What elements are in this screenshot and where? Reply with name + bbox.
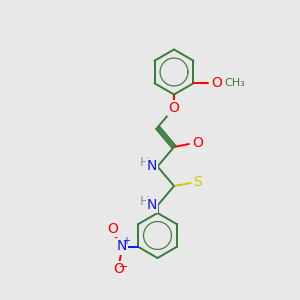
Text: O: O <box>192 136 203 150</box>
Text: H: H <box>140 195 150 208</box>
Text: −: − <box>119 262 128 272</box>
Text: H: H <box>140 156 150 170</box>
Text: O: O <box>169 101 179 115</box>
Text: N: N <box>147 198 157 212</box>
Text: N: N <box>147 159 157 173</box>
Text: CH₃: CH₃ <box>224 78 245 88</box>
Text: O: O <box>107 222 118 236</box>
Text: O: O <box>113 262 124 276</box>
Text: S: S <box>194 176 202 189</box>
Text: +: + <box>122 236 130 246</box>
Text: N: N <box>117 239 127 254</box>
Text: O: O <box>211 76 222 90</box>
